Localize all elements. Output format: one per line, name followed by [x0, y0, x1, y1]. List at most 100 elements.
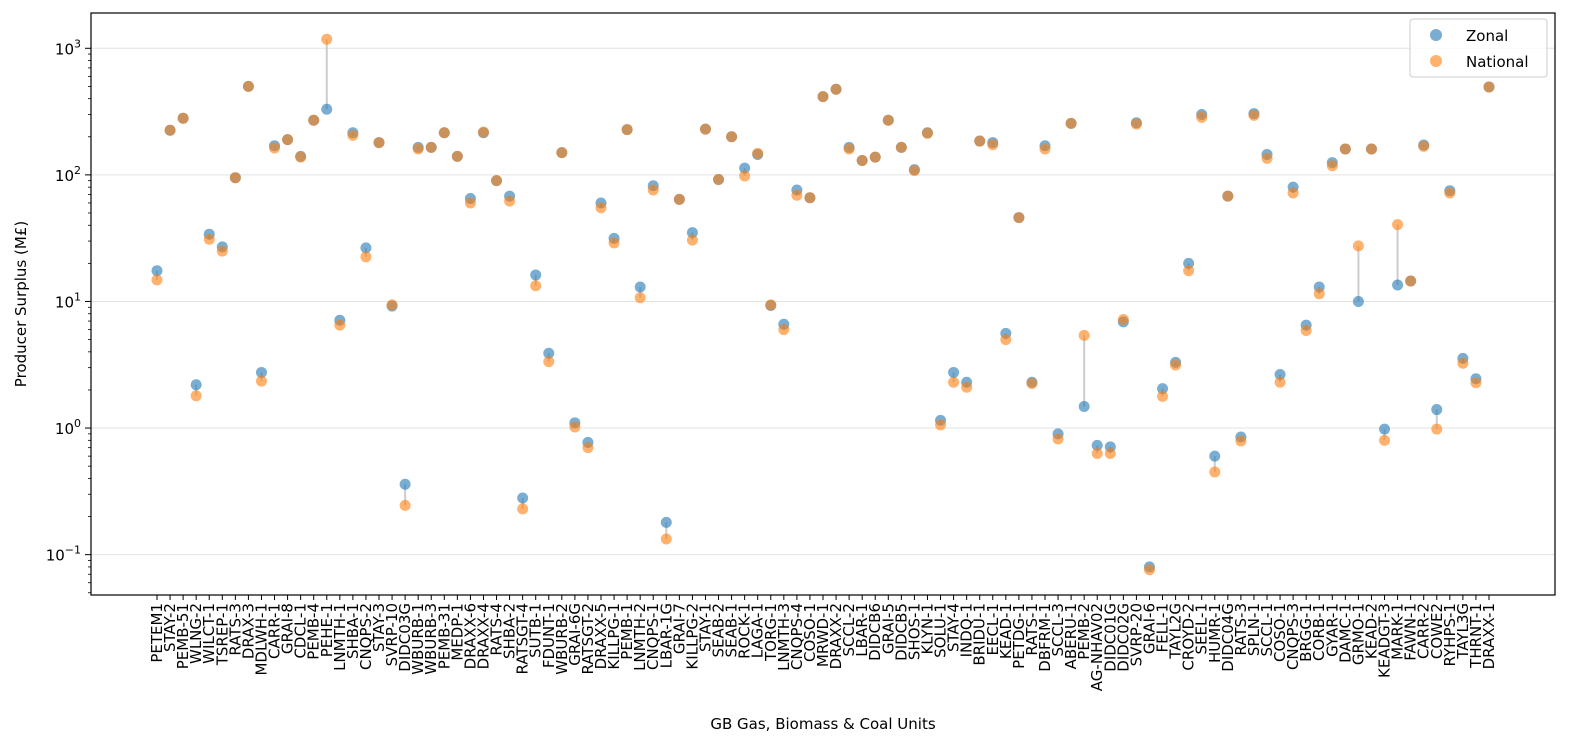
national-point: [412, 143, 424, 155]
x-tick-label: WBURB-1: [409, 603, 427, 675]
x-tick-label: SEAB-2: [710, 603, 728, 658]
national-point: [817, 91, 829, 103]
x-tick-label: GRAI-6G: [566, 603, 584, 666]
x-tick-label: STAY-4: [945, 603, 963, 652]
x-tick-label: RATS-1: [1023, 603, 1041, 656]
national-point: [791, 189, 803, 201]
y-axis-label: Producer Surplus (M£): [12, 221, 30, 387]
x-tick-label: LAGA-1: [749, 603, 767, 658]
national-point: [1130, 118, 1142, 130]
x-tick-label: RYHPS-1: [1441, 603, 1459, 666]
national-point: [451, 150, 463, 162]
x-tick-label: FDUNT-1: [540, 603, 558, 668]
x-tick-label: EECL-1: [984, 603, 1002, 655]
national-point: [477, 126, 489, 138]
x-tick-label: MEDP-1: [448, 603, 466, 661]
national-point: [961, 381, 973, 393]
national-point: [295, 151, 307, 163]
national-point: [804, 192, 816, 204]
national-point: [216, 245, 228, 257]
x-tick-label: FAWN-1: [1402, 603, 1420, 661]
national-point: [1405, 275, 1417, 287]
national-point: [1457, 357, 1469, 369]
x-tick-label: PETEM1: [148, 603, 166, 663]
x-tick-label: HUMR-1: [1206, 603, 1224, 663]
national-point: [386, 299, 398, 311]
x-tick-label: DAMC-1: [1336, 603, 1354, 663]
national-point: [1483, 81, 1495, 93]
x-tick-label: CORB-1: [1310, 603, 1328, 661]
legend: Zonal National: [1409, 18, 1548, 78]
x-tick-label: CNQPS-2: [357, 603, 375, 670]
national-point: [569, 421, 581, 433]
x-tick-label: DRAXX-6: [461, 603, 479, 669]
x-tick-label: DIDCB6: [866, 603, 884, 661]
x-tick-label: DBFRM-1: [1036, 603, 1054, 672]
national-point: [843, 143, 855, 155]
zonal-point: [1091, 439, 1103, 451]
national-point: [882, 114, 894, 126]
national-point: [1222, 190, 1234, 202]
national-point: [1339, 143, 1351, 155]
national-point: [1183, 265, 1195, 277]
x-tick-label: DIDC02G: [1114, 603, 1132, 672]
national-point: [425, 141, 437, 153]
x-tick-label: AG-NHAV02: [1088, 603, 1106, 691]
national-series: [151, 33, 1495, 576]
x-tick-label: CARR-1: [266, 603, 284, 659]
national-point: [1313, 288, 1325, 300]
national-point: [334, 319, 346, 331]
x-tick-label: PEHE-1: [318, 603, 336, 657]
x-tick-label: SHBA-2: [501, 603, 519, 659]
x-tick-label: LNMTH-2: [631, 603, 649, 671]
x-tick-label: TORG-1: [762, 603, 780, 662]
national-point: [1287, 187, 1299, 199]
national-point: [908, 165, 920, 177]
national-point: [856, 154, 868, 166]
x-tick-label: DIDC01G: [1101, 603, 1119, 672]
national-point: [830, 83, 842, 95]
zonal-point: [517, 492, 529, 504]
zonal-point: [948, 366, 960, 378]
national-point: [1431, 423, 1443, 435]
zonal-point: [1431, 404, 1443, 416]
national-point: [1365, 143, 1377, 155]
national-point: [360, 251, 372, 263]
national-point: [608, 237, 620, 249]
x-tick-label: RATS-4: [488, 603, 506, 656]
national-point: [504, 195, 516, 207]
national-point: [464, 197, 476, 209]
national-point: [673, 193, 685, 205]
national-point: [1300, 324, 1312, 336]
x-tick-label: MARK-1: [1389, 603, 1407, 660]
x-tick-label: STAY-3: [370, 603, 388, 652]
zonal-series: [151, 80, 1495, 573]
national-point: [660, 533, 672, 545]
national-point: [987, 139, 999, 151]
national-point: [726, 131, 738, 143]
x-tick-label: BRIDU-1: [971, 603, 989, 666]
zonal-point: [660, 516, 672, 528]
national-point: [203, 233, 215, 245]
zonal-point: [543, 347, 555, 359]
x-tick-label: PEMB-31: [435, 603, 453, 669]
national-point: [517, 503, 529, 515]
national-point: [1274, 376, 1286, 388]
x-tick-label: SCCL-2: [840, 603, 858, 657]
x-tick-label: FELL-1: [1154, 603, 1172, 653]
x-tick-label: TAYL2G: [1167, 603, 1185, 660]
x-tick-label: SUTB-1: [527, 603, 545, 658]
national-point: [921, 127, 933, 139]
national-point: [1000, 334, 1012, 346]
x-tick-label: DIDC03G: [396, 603, 414, 672]
x-tick-label: GRMO-1: [1349, 603, 1367, 665]
x-tick-label: THRNT-1: [1467, 603, 1485, 669]
national-point: [1078, 329, 1090, 341]
national-point: [1091, 447, 1103, 459]
national-point: [1248, 109, 1260, 121]
y-tick-label: 103: [55, 37, 81, 58]
x-tick-label: CDCL-1: [292, 603, 310, 659]
x-tick-label: DRAXX-4: [474, 603, 492, 669]
x-axis-label: GB Gas, Biomass & Coal Units: [710, 715, 935, 733]
